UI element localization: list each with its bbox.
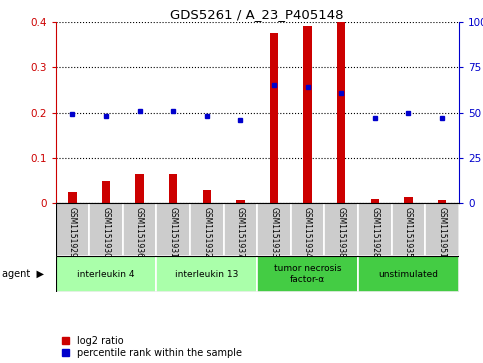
Bar <box>325 203 358 256</box>
Bar <box>102 180 110 203</box>
Bar <box>190 203 224 256</box>
Text: GSM1151937: GSM1151937 <box>236 208 245 258</box>
Text: GSM1151938: GSM1151938 <box>337 208 346 258</box>
Bar <box>169 174 177 203</box>
Text: unstimulated: unstimulated <box>379 270 439 278</box>
Bar <box>404 197 412 203</box>
Bar <box>135 174 144 203</box>
Title: GDS5261 / A_23_P405148: GDS5261 / A_23_P405148 <box>170 8 344 21</box>
Bar <box>425 203 459 256</box>
Text: GSM1151928: GSM1151928 <box>370 208 379 258</box>
Text: GSM1151934: GSM1151934 <box>303 208 312 258</box>
Text: GSM1151930: GSM1151930 <box>101 208 111 258</box>
Bar <box>358 256 459 292</box>
Bar <box>156 203 190 256</box>
Text: GSM1151932: GSM1151932 <box>202 208 211 258</box>
Text: interleukin 13: interleukin 13 <box>175 270 239 278</box>
Bar <box>392 203 425 256</box>
Text: agent  ▶: agent ▶ <box>2 269 44 279</box>
Bar <box>257 203 291 256</box>
Text: GSM1151936: GSM1151936 <box>135 208 144 258</box>
Text: interleukin 4: interleukin 4 <box>77 270 135 278</box>
Bar <box>68 192 76 203</box>
Bar <box>358 203 392 256</box>
Bar <box>303 26 312 203</box>
Bar <box>56 256 156 292</box>
Bar <box>202 189 211 203</box>
Bar <box>56 203 89 256</box>
Bar <box>337 22 345 203</box>
Bar <box>370 199 379 203</box>
Text: GSM1151951: GSM1151951 <box>438 208 447 258</box>
Text: GSM1151931: GSM1151931 <box>169 208 178 258</box>
Text: GSM1151929: GSM1151929 <box>68 208 77 258</box>
Bar <box>438 200 446 203</box>
Legend: log2 ratio, percentile rank within the sample: log2 ratio, percentile rank within the s… <box>62 336 242 358</box>
Text: tumor necrosis
factor-α: tumor necrosis factor-α <box>274 264 341 284</box>
Bar <box>257 256 358 292</box>
Bar <box>123 203 156 256</box>
Bar <box>270 33 278 203</box>
Text: GSM1151933: GSM1151933 <box>270 208 279 258</box>
Text: GSM1151935: GSM1151935 <box>404 208 413 258</box>
Bar <box>236 200 244 203</box>
Bar <box>291 203 325 256</box>
Bar <box>156 256 257 292</box>
Bar <box>89 203 123 256</box>
Bar <box>224 203 257 256</box>
